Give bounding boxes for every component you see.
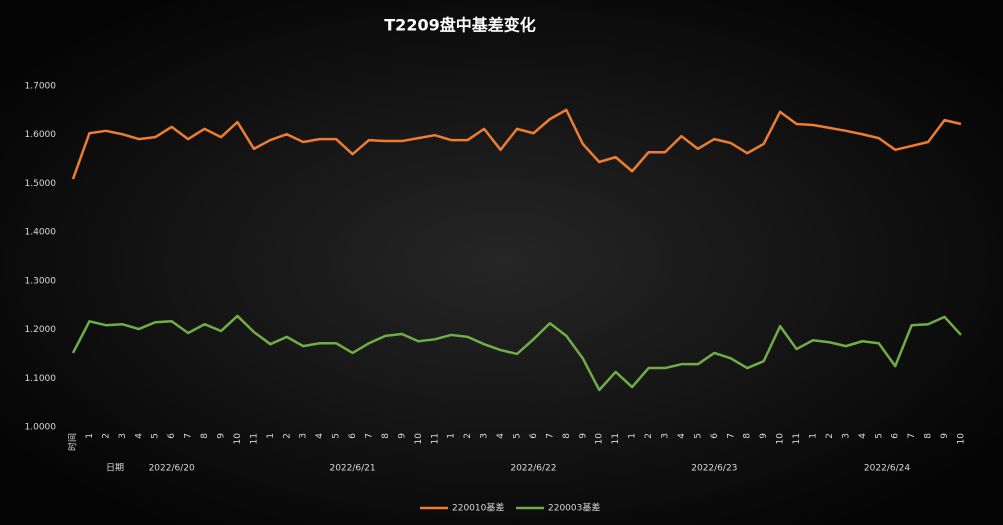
x-axis-title: 日期 bbox=[106, 463, 124, 474]
x-tick-label: 4 bbox=[858, 433, 868, 439]
x-tick-label: 9 bbox=[217, 433, 227, 439]
legend-label: 220003基差 bbox=[548, 502, 600, 514]
x-tick-label: 6 bbox=[167, 433, 177, 439]
x-tick-label: 9 bbox=[940, 433, 950, 439]
x-tick-label: 2 bbox=[282, 433, 292, 439]
y-tick-label: 1.5000 bbox=[25, 179, 57, 189]
y-tick-label: 1.7000 bbox=[25, 82, 57, 92]
x-tick-label: 7 bbox=[184, 433, 194, 439]
x-tick-label: 5 bbox=[874, 433, 884, 439]
legend-label: 220010基差 bbox=[452, 502, 504, 514]
group-label: 2022/6/22 bbox=[510, 464, 556, 474]
x-tick-label: 11 bbox=[249, 433, 259, 444]
y-tick-label: 1.4000 bbox=[25, 228, 57, 238]
x-tick-label: 9 bbox=[397, 433, 407, 439]
x-tick-label: 11 bbox=[430, 433, 440, 444]
x-tick-label: 4 bbox=[134, 433, 144, 439]
group-label: 2022/6/23 bbox=[691, 464, 737, 474]
x-tick-label: 8 bbox=[924, 433, 934, 439]
x-tick-label: 5 bbox=[693, 433, 703, 439]
x-tick-label: 9 bbox=[578, 433, 588, 439]
y-tick-label: 1.2000 bbox=[25, 325, 57, 335]
x-tick-label: 8 bbox=[562, 433, 572, 439]
x-tick-label: 7 bbox=[365, 433, 375, 439]
y-tick-label: 1.1000 bbox=[25, 374, 57, 384]
x-tick-label: 6 bbox=[710, 433, 720, 439]
x-tick-label: 9 bbox=[759, 433, 769, 439]
x-tick-label: 5 bbox=[332, 433, 342, 439]
x-tick-label: 3 bbox=[661, 433, 671, 439]
x-tick-label: 5 bbox=[151, 433, 161, 439]
y-tick-label: 1.6000 bbox=[25, 130, 57, 140]
x-tick-label: 3 bbox=[118, 433, 128, 439]
x-tick-label: 11 bbox=[792, 433, 802, 444]
x-tick-label: 10 bbox=[776, 433, 786, 445]
x-tick-label: 10 bbox=[414, 433, 424, 445]
x-tick-label: 11 bbox=[611, 433, 621, 444]
x-tick-label: 时间 bbox=[67, 433, 79, 451]
x-tick-label: 10 bbox=[233, 433, 243, 445]
x-tick-label: 10 bbox=[957, 433, 967, 445]
x-tick-label: 1 bbox=[266, 433, 276, 439]
x-tick-label: 2 bbox=[644, 433, 654, 439]
data-line bbox=[71, 314, 962, 392]
x-tick-label: 8 bbox=[200, 433, 210, 439]
x-tick-label: 7 bbox=[545, 433, 555, 439]
x-tick-label: 2 bbox=[463, 433, 473, 439]
x-tick-label: 5 bbox=[513, 433, 523, 439]
group-label: 2022/6/24 bbox=[864, 464, 910, 474]
x-tick-label: 4 bbox=[677, 433, 687, 439]
x-tick-label: 6 bbox=[891, 433, 901, 439]
x-tick-label: 7 bbox=[907, 433, 917, 439]
x-tick-label: 4 bbox=[315, 433, 325, 439]
x-tick-label: 3 bbox=[480, 433, 490, 439]
group-label: 2022/6/20 bbox=[149, 464, 195, 474]
x-tick-label: 8 bbox=[381, 433, 391, 439]
chart-title: T2209盘中基差变化 bbox=[384, 16, 535, 35]
x-tick-label: 10 bbox=[595, 433, 605, 445]
x-tick-label: 1 bbox=[85, 433, 95, 439]
group-label: 2022/6/21 bbox=[329, 464, 375, 474]
x-tick-label: 7 bbox=[726, 433, 736, 439]
y-tick-label: 1.0000 bbox=[25, 423, 57, 433]
y-tick-label: 1.3000 bbox=[25, 276, 57, 286]
x-tick-label: 3 bbox=[841, 433, 851, 439]
x-tick-label: 1 bbox=[628, 433, 638, 439]
x-tick-label: 3 bbox=[299, 433, 309, 439]
x-tick-label: 6 bbox=[348, 433, 358, 439]
x-tick-label: 2 bbox=[825, 433, 835, 439]
x-tick-label: 1 bbox=[447, 433, 457, 439]
data-line bbox=[71, 108, 962, 180]
x-tick-label: 2 bbox=[101, 433, 111, 439]
x-tick-label: 1 bbox=[809, 433, 819, 439]
x-tick-label: 8 bbox=[743, 433, 753, 439]
x-tick-label: 6 bbox=[529, 433, 539, 439]
x-tick-label: 4 bbox=[496, 433, 506, 439]
